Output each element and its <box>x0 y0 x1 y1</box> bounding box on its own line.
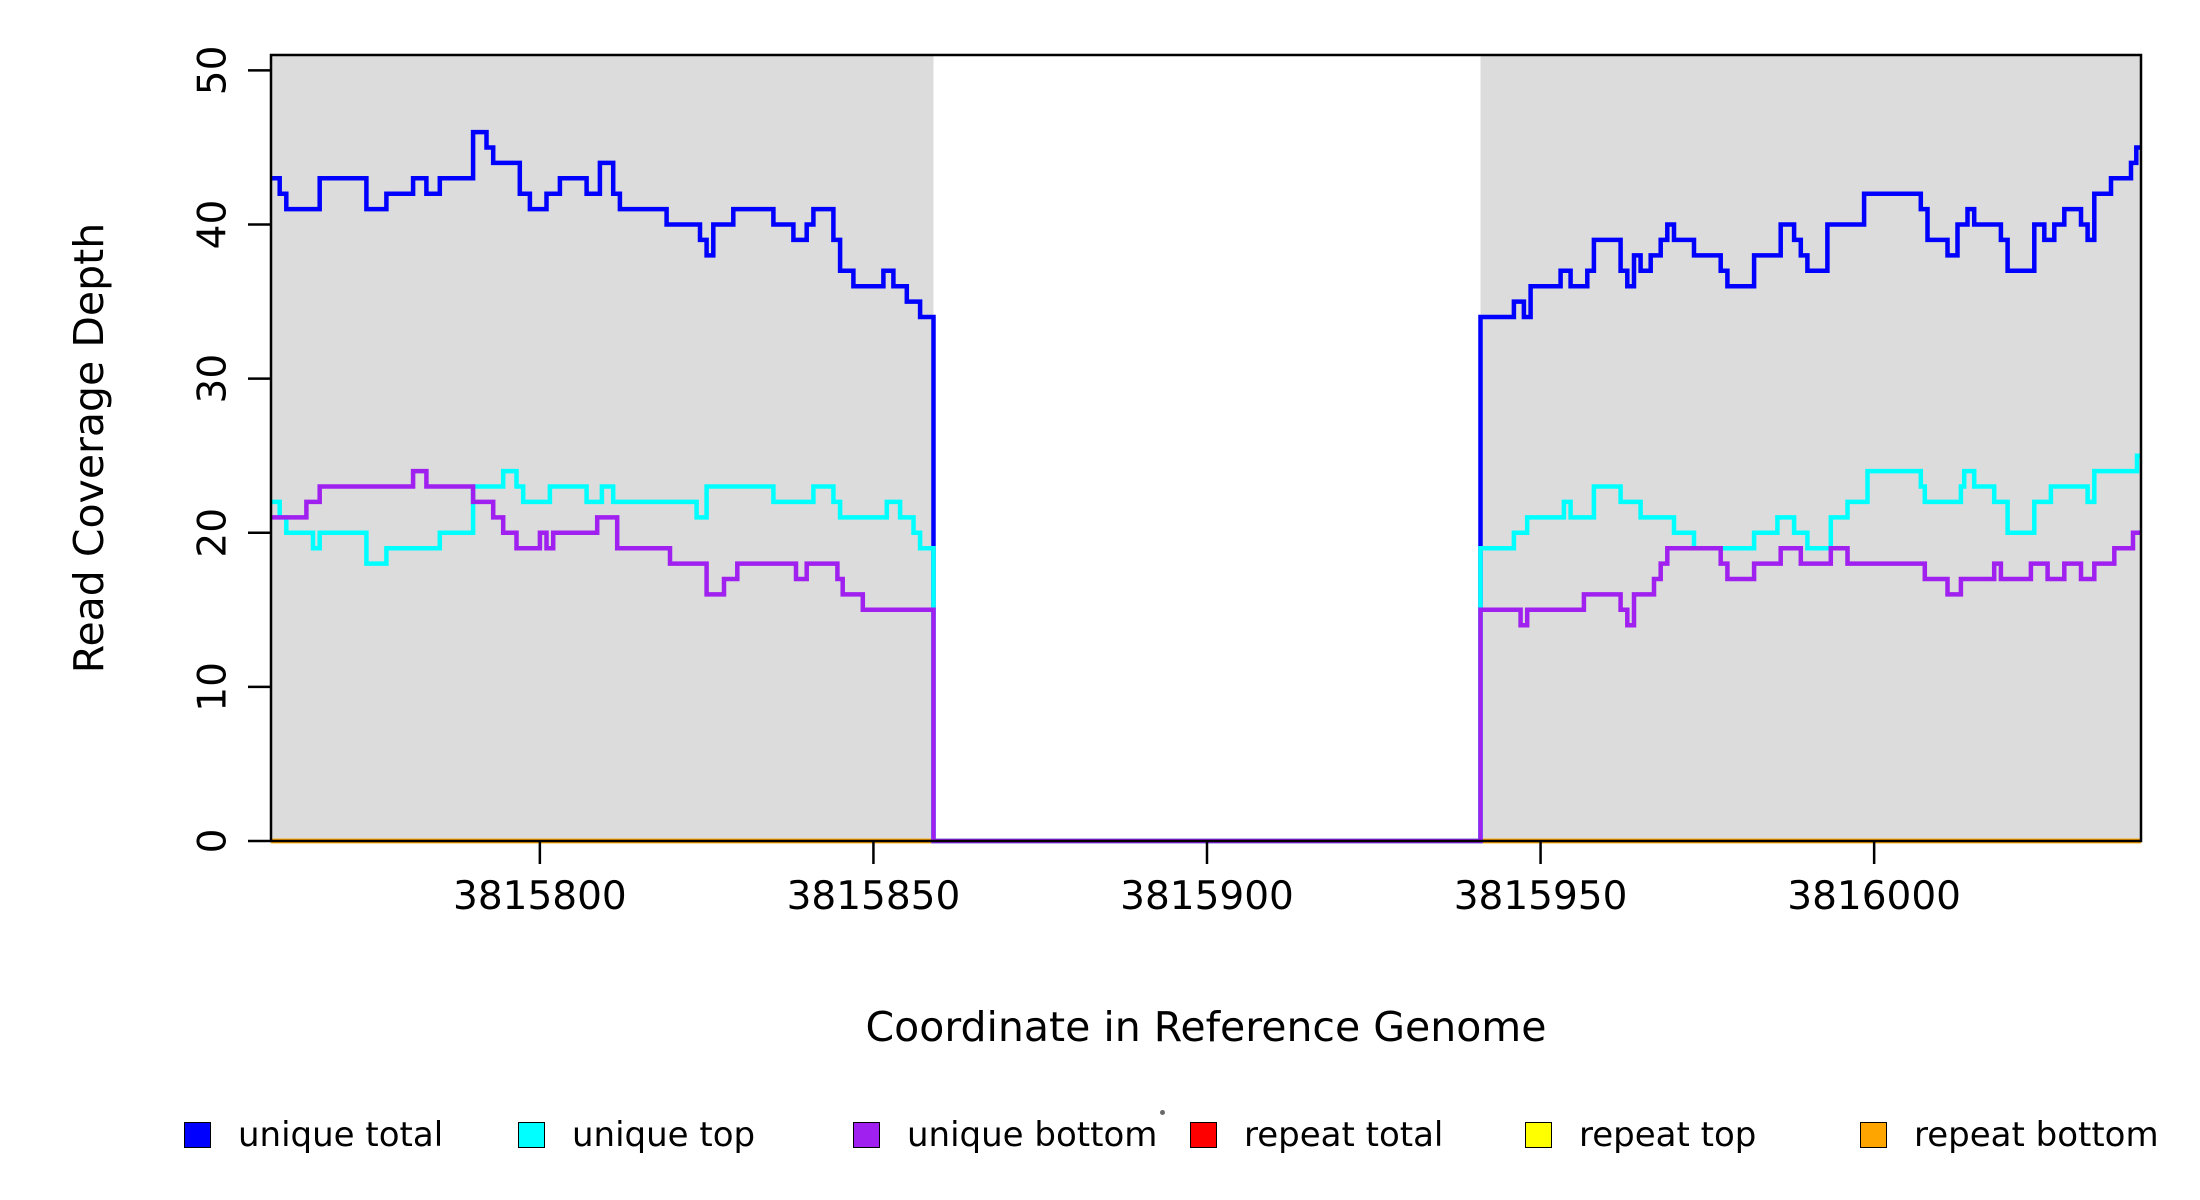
legend: unique total unique top unique bottom repea… <box>0 1108 2200 1162</box>
legend-item-repeat-total: repeat total <box>1190 1108 1443 1162</box>
x-axis-title: Coordinate in Reference Genome <box>865 1003 1547 1051</box>
legend-swatch-repeat-total <box>1190 1122 1217 1148</box>
legend-label-unique-top: unique top <box>572 1115 756 1155</box>
x-tick-label: 3815900 <box>1120 874 1294 919</box>
x-tick-label: 3815800 <box>453 874 627 919</box>
legend-item-unique-bottom: unique bottom <box>853 1108 1157 1162</box>
y-tick-label: 10 <box>191 662 236 712</box>
series-line-unique-bottom <box>271 468 2141 844</box>
y-tick-label: 30 <box>191 354 236 404</box>
legend-swatch-unique-bottom <box>853 1122 880 1148</box>
x-tick-label: 3815850 <box>787 874 961 919</box>
y-tick-label: 0 <box>191 829 236 854</box>
legend-item-repeat-top: repeat top <box>1525 1108 1756 1162</box>
legend-label-repeat-total: repeat total <box>1244 1115 1444 1155</box>
legend-item-unique-total: unique total <box>184 1108 443 1162</box>
legend-swatch-repeat-top <box>1525 1122 1552 1148</box>
legend-swatch-unique-top <box>518 1122 545 1148</box>
x-tick-label: 3815950 <box>1454 874 1628 919</box>
y-tick-label: 50 <box>191 46 236 96</box>
legend-label-repeat-top: repeat top <box>1579 1115 1757 1155</box>
x-tick-label: 3816000 <box>1787 874 1961 919</box>
y-tick-label: 40 <box>191 200 236 250</box>
shaded-region-1 <box>271 55 934 841</box>
y-tick-label: 20 <box>191 508 236 558</box>
legend-swatch-unique-total <box>184 1122 211 1148</box>
legend-label-repeat-bottom: repeat bottom <box>1914 1115 2159 1155</box>
series-line-unique-total <box>271 129 2141 844</box>
legend-item-unique-top: unique top <box>518 1108 755 1162</box>
legend-swatch-repeat-bottom <box>1860 1122 1887 1148</box>
y-axis-title: Read Coverage Depth <box>65 222 113 674</box>
shaded-region-2 <box>1480 55 2141 841</box>
series-line-unique-top <box>271 453 2141 844</box>
legend-item-repeat-bottom: repeat bottom <box>1860 1108 2159 1162</box>
legend-label-unique-bottom: unique bottom <box>907 1115 1158 1155</box>
stray-dot-artifact <box>1160 1110 1165 1115</box>
legend-label-unique-total: unique total <box>238 1115 444 1155</box>
